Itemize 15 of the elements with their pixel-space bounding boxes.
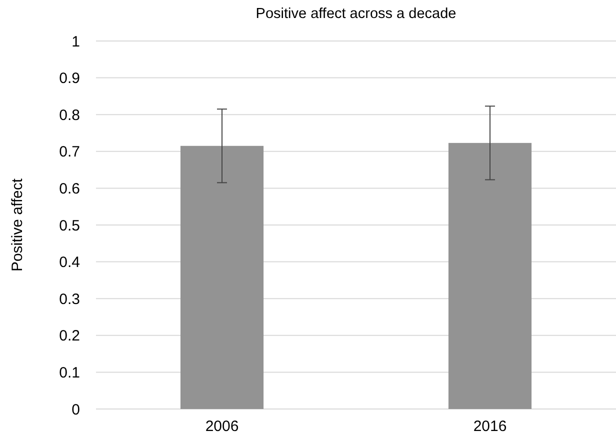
y-tick-label: 0.7 (59, 144, 80, 161)
y-tick-label: 1 (72, 33, 80, 50)
y-axis-title: Positive affect (9, 178, 26, 272)
y-tick-label: 0.9 (59, 70, 80, 88)
y-tick-label: 0.1 (59, 364, 80, 382)
y-tick-label: 0.4 (59, 254, 80, 272)
y-tick-label: 0.5 (59, 217, 80, 234)
x-tick-label: 2006 (205, 418, 239, 435)
x-tick-label: 2016 (473, 418, 507, 435)
y-tick-label: 0.3 (59, 290, 80, 308)
y-tick-label: 0 (72, 401, 80, 418)
y-tick-label: 0.6 (59, 180, 80, 198)
y-tick-label: 0.2 (59, 328, 80, 345)
y-tick-label: 0.8 (59, 106, 80, 124)
chart-title: Positive affect across a decade (256, 6, 456, 22)
